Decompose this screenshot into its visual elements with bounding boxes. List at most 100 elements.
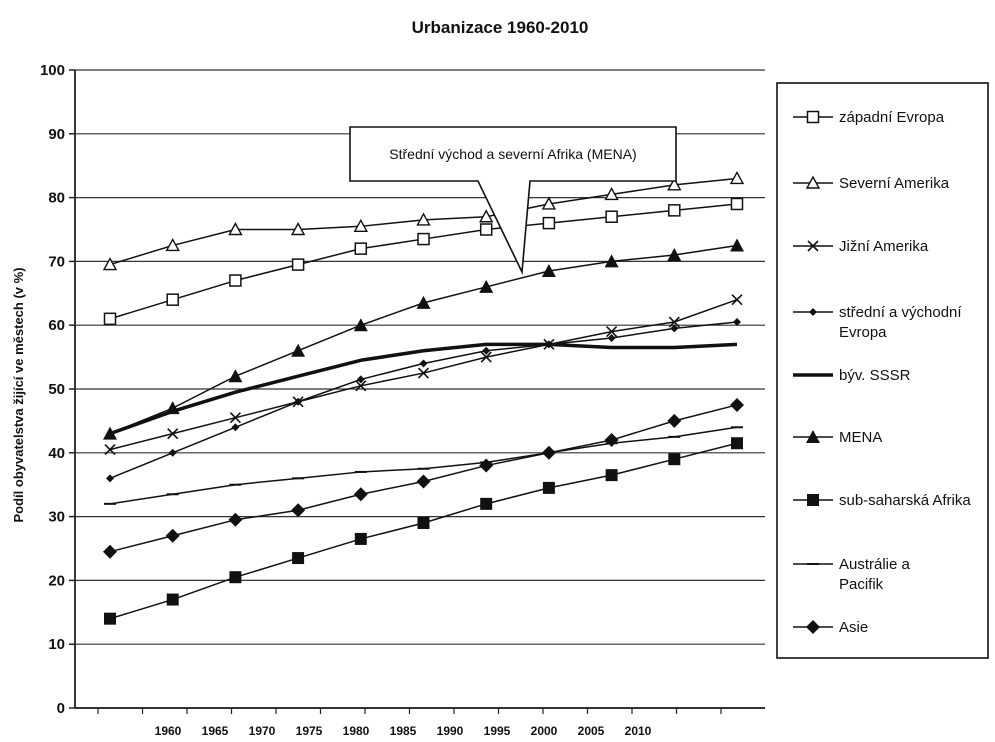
x-tick-label: 1965 [202,724,229,738]
legend-item: západní Evropa [793,109,945,126]
data-point [731,294,743,306]
data-point [104,444,116,456]
legend-item: Austrálie a Pacifik [793,556,911,593]
x-tick-label: 1995 [484,724,511,738]
data-point [479,458,494,473]
x-tick-label: 1960 [155,724,182,738]
data-point [416,474,431,489]
series-6 [104,437,743,625]
data-point [228,512,243,527]
data-point [731,437,743,450]
callout-box [349,126,677,275]
x-marker-stroke [104,444,116,456]
data-point [668,316,680,328]
legend-label: střední a východní [839,304,962,321]
legend-swatch-marker [809,308,817,316]
data-point [290,222,306,236]
series-line [109,298,738,451]
data-point [667,413,682,428]
data-point [353,318,368,332]
x-marker-stroke [731,294,743,306]
y-tick-label: 30 [48,509,65,526]
y-tick-label: 70 [48,253,65,270]
data-point [102,257,118,271]
x-tick-label: 2010 [625,724,652,738]
series-2 [104,294,743,456]
data-point [165,401,180,415]
data-point [604,186,619,201]
data-point [668,204,681,217]
series-layer [102,170,745,625]
series-0 [103,197,744,326]
series-5 [103,238,744,440]
data-point [165,528,180,543]
y-axis-ticks: 0 10 20 30 40 50 60 70 80 90 100 [40,62,75,717]
x-marker-stroke [480,351,492,363]
y-tick-label: 0 [57,700,65,717]
data-point [605,210,618,223]
legend-swatch-marker [807,494,819,506]
x-tick-label: 2005 [578,724,605,738]
chart-title: Urbanizace 1960-2010 [412,18,589,37]
data-point [479,279,494,293]
data-point [168,448,177,457]
data-point [229,571,242,584]
legend-item: Asie [793,619,868,636]
legend-swatch-marker [807,240,819,252]
x-tick-label: 1975 [296,724,323,738]
data-point [353,487,368,502]
data-point [670,324,679,333]
data-point [541,445,556,460]
data-point [607,333,616,342]
data-point [417,516,430,529]
x-marker-stroke [668,316,680,328]
data-point [730,238,744,252]
data-point [417,367,430,379]
legend-label: Severní Amerika [839,175,950,192]
y-tick-label: 90 [48,126,65,143]
legend-label: Austrálie a [839,556,911,573]
data-point [103,426,117,440]
legend-label: západní Evropa [839,109,945,126]
x-marker-stroke [606,326,618,338]
x-marker-stroke [355,380,367,392]
callout-text: Střední východ a severní Afrika (MENA) [389,146,636,162]
x-tick-label: 1980 [343,724,370,738]
x-marker-stroke [167,428,179,440]
legend-swatch-marker [806,430,820,443]
data-point [356,375,365,384]
legend-item: Severní Amerika [793,175,950,192]
data-point [228,222,243,236]
data-point [355,380,367,392]
legend-swatch-marker [806,110,820,124]
data-point [667,177,682,191]
data-point [419,359,428,368]
data-point [604,433,619,448]
data-point [542,481,555,494]
data-point [479,223,493,236]
data-point [733,318,741,327]
data-point [354,242,368,255]
y-axis-label: Podíl obyvatelstva žijící ve městech (v … [11,267,26,522]
data-point [667,248,682,262]
series-1 [102,170,745,271]
legend-label: sub-saharská Afrika [839,492,971,509]
data-point [292,552,305,565]
data-point [103,312,117,326]
data-point [605,469,618,482]
legend-label: Evropa [839,324,887,341]
x-tick-label: 1970 [249,724,276,738]
data-point [416,295,431,309]
x-tick-label: 2000 [531,724,558,738]
data-point [353,218,368,233]
legend-item: střední a východní Evropa [793,304,962,341]
legend-label: Jižní Amerika [839,238,929,255]
legend-item: Jižní Amerika [793,238,929,255]
y-tick-label: 40 [48,445,65,462]
x-marker-stroke [807,240,819,252]
data-point [294,397,303,406]
data-point [416,212,431,226]
data-point [541,196,557,210]
series-line [109,426,738,505]
data-point [479,209,494,223]
